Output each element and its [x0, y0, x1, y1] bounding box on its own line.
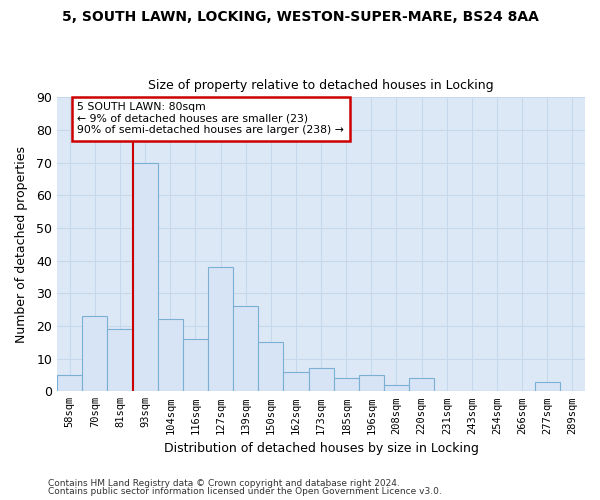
Text: 5, SOUTH LAWN, LOCKING, WESTON-SUPER-MARE, BS24 8AA: 5, SOUTH LAWN, LOCKING, WESTON-SUPER-MAR… — [62, 10, 538, 24]
Bar — [233, 306, 258, 392]
Y-axis label: Number of detached properties: Number of detached properties — [15, 146, 28, 343]
Bar — [183, 339, 208, 392]
Bar — [107, 329, 133, 392]
Bar — [208, 267, 233, 392]
Bar — [308, 368, 334, 392]
Bar — [535, 382, 560, 392]
Bar — [133, 162, 158, 392]
Bar — [258, 342, 283, 392]
Text: Contains HM Land Registry data © Crown copyright and database right 2024.: Contains HM Land Registry data © Crown c… — [48, 478, 400, 488]
Text: 5 SOUTH LAWN: 80sqm
← 9% of detached houses are smaller (23)
90% of semi-detache: 5 SOUTH LAWN: 80sqm ← 9% of detached hou… — [77, 102, 344, 136]
Text: Contains public sector information licensed under the Open Government Licence v3: Contains public sector information licen… — [48, 487, 442, 496]
Bar — [283, 372, 308, 392]
Bar — [334, 378, 359, 392]
Bar — [409, 378, 434, 392]
Bar — [158, 320, 183, 392]
X-axis label: Distribution of detached houses by size in Locking: Distribution of detached houses by size … — [164, 442, 479, 455]
Bar — [359, 375, 384, 392]
Bar — [57, 375, 82, 392]
Title: Size of property relative to detached houses in Locking: Size of property relative to detached ho… — [148, 79, 494, 92]
Bar — [82, 316, 107, 392]
Bar — [384, 385, 409, 392]
